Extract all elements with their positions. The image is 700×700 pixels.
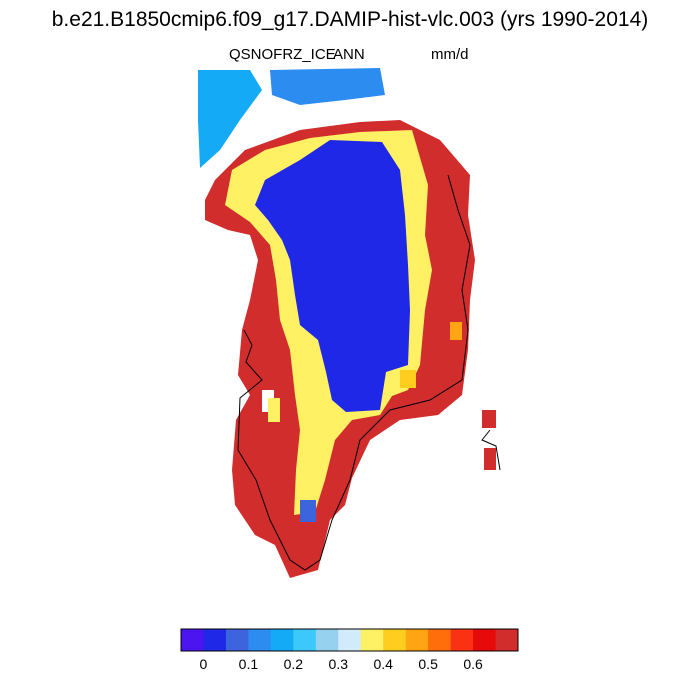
- colorbar-tick-label: 0.1: [238, 656, 259, 672]
- plot-title: b.e21.B1850cmip6.f09_g17.DAMIP-hist-vlc.…: [51, 8, 649, 31]
- coastline: [237, 174, 501, 571]
- coast-cell: [268, 398, 280, 422]
- coast-cell: [450, 322, 462, 340]
- north-coast-band: [270, 68, 385, 105]
- coast-cell: [484, 448, 496, 470]
- colorbar-tick-label: 0: [199, 656, 208, 672]
- colorbar-tick-label: 0.2: [283, 656, 304, 672]
- colorbar-tick-label: 0.5: [418, 656, 438, 672]
- northwest-coast: [198, 70, 262, 168]
- units-label: mm/d: [431, 46, 469, 63]
- colorbar-tick-label: 0.4: [373, 656, 393, 672]
- variable-label: QSNOFRZ_ICE: [229, 46, 336, 63]
- coast-cell: [400, 370, 416, 388]
- season-label: ANN: [333, 46, 365, 63]
- coast-cell: [482, 410, 496, 428]
- colorbar-tick-label: 0.3: [328, 656, 348, 672]
- colorbar-tick-label: 0.6: [463, 656, 483, 672]
- interior-ice: [255, 140, 410, 412]
- coast-cell: [300, 500, 316, 522]
